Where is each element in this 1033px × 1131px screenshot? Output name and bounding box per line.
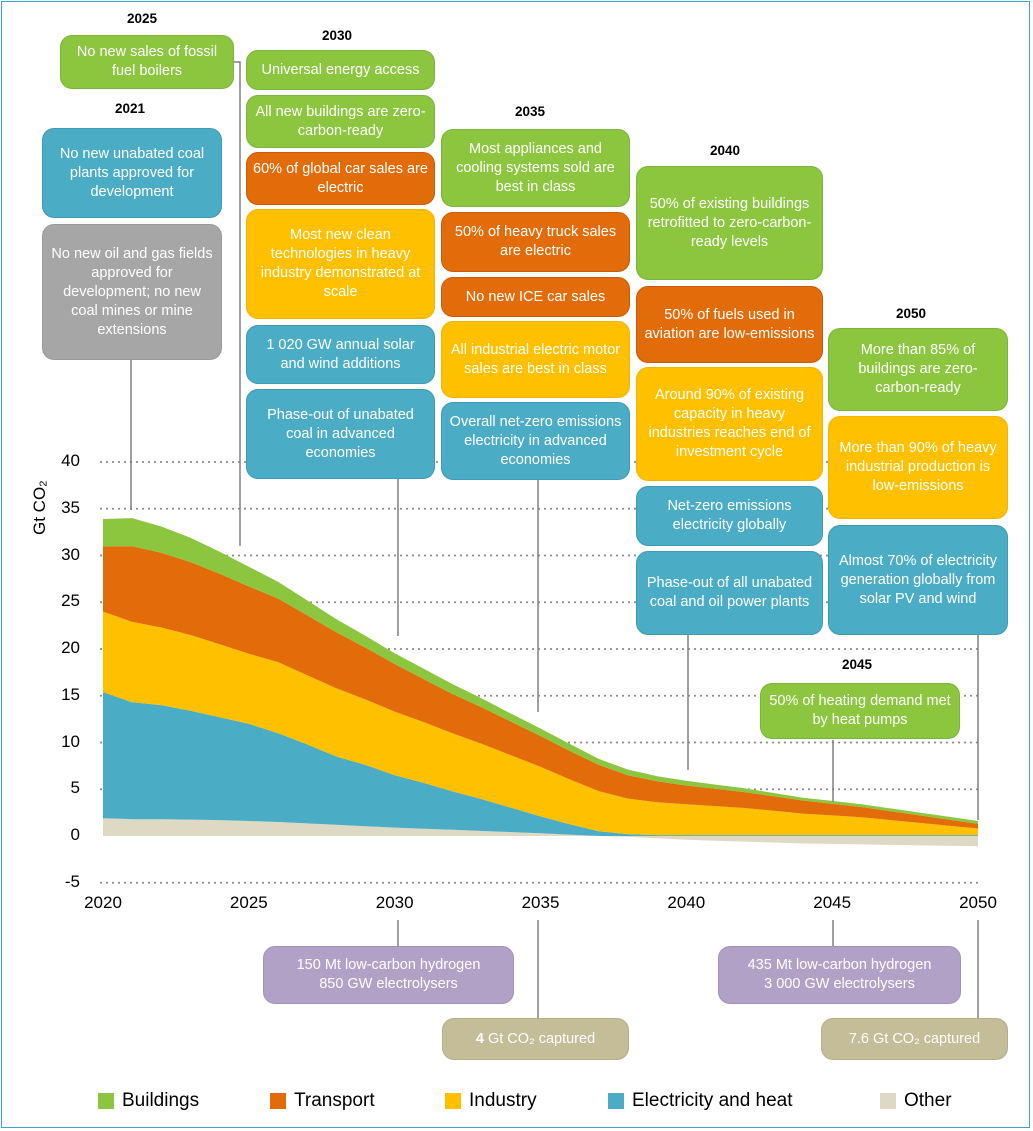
milestone-netzero-electricity-advanced: Overall net-zero emissions electricity i…: [441, 402, 630, 480]
hydrogen-2045: 435 Mt low-carbon hydrogen 3 000 GW elec…: [718, 946, 961, 1004]
co2-captured-2035-value: 4: [475, 1030, 484, 1047]
y-tick-label: 5: [70, 778, 80, 798]
milestone-efficient-appliances: Most appliances and cooling systems sold…: [441, 129, 630, 207]
milestone-efficient-motors: All industrial electric motor sales are …: [441, 321, 630, 398]
legend-label-electricity: Electricity and heat: [632, 1090, 793, 1111]
co2-captured-2035: 4 Gt CO₂ captured: [442, 1018, 629, 1060]
milestone-electric-trucks: 50% of heavy truck sales are electric: [441, 212, 630, 272]
milestone-industry-2050: More than 90% of heavy industrial produc…: [828, 416, 1008, 519]
legend-label-buildings: Buildings: [122, 1090, 200, 1111]
legend-buildings: Buildings: [98, 1090, 199, 1112]
legend-label-other: Other: [904, 1090, 952, 1111]
year-label-2045: 2045: [842, 657, 873, 672]
milestone-no-new-oil-gas: No new oil and gas fields approved for d…: [42, 224, 222, 360]
year-label-2040: 2040: [710, 143, 741, 158]
milestone-buildings-retrofit: 50% of existing buildings retrofitted to…: [636, 166, 823, 280]
legend-other: Other: [880, 1090, 952, 1112]
year-label-2050: 2050: [896, 306, 927, 321]
year-label-2030: 2030: [322, 28, 353, 43]
milestone-coal-oil-phase-out: Phase-out of all unabated coal and oil p…: [636, 551, 823, 635]
legend-swatch-buildings: [98, 1093, 114, 1109]
leader-lines: [130, 61, 979, 1018]
year-label-2021: 2021: [115, 101, 146, 116]
milestone-aviation-fuels: 50% of fuels used in aviation are low-em…: [636, 286, 823, 363]
milestone-zero-carbon-buildings: All new buildings are zero-carbon-ready: [246, 95, 435, 148]
milestone-solar-wind-2050: Almost 70% of electricity generation glo…: [828, 525, 1008, 635]
year-label-2035: 2035: [515, 104, 546, 119]
milestone-heat-pumps: 50% of heating demand met by heat pumps: [760, 683, 960, 739]
hydrogen-2030: 150 Mt low-carbon hydrogen 850 GW electr…: [263, 946, 514, 1004]
milestone-solar-wind-additions: 1 020 GW annual solar and wind additions: [246, 325, 435, 384]
legend-swatch-transport: [270, 1093, 286, 1109]
y-tick-label: 35: [61, 497, 80, 517]
area-buildings: [103, 518, 978, 824]
x-tick-label: 2030: [375, 893, 414, 912]
milestone-electric-car-sales: 60% of global car sales are electric: [246, 152, 435, 205]
leader-line: [234, 61, 241, 546]
y-tick-label: 15: [61, 684, 80, 704]
x-tick-label: 2040: [667, 893, 706, 912]
y-tick-label: 20: [61, 638, 80, 657]
legend-label-industry: Industry: [469, 1090, 537, 1111]
x-tick-label: 2035: [521, 893, 560, 912]
y-tick-label: 40: [61, 451, 80, 470]
area-other: [103, 818, 978, 847]
milestone-buildings-2050: More than 85% of buildings are zero-carb…: [828, 328, 1008, 411]
area-electricity-and-heat: [103, 692, 978, 836]
legend-industry: Industry: [445, 1090, 537, 1112]
y-tick-label: 10: [61, 731, 80, 751]
x-tick-label: 2020: [84, 893, 122, 912]
legend-transport: Transport: [270, 1090, 375, 1112]
y-tick-label: 30: [61, 544, 80, 564]
y-tick-label: -5: [64, 871, 80, 891]
x-tick-label: 2050: [959, 893, 997, 912]
stacked-areas: [103, 518, 978, 847]
milestone-no-new-coal-plants: No new unabated coal plants approved for…: [42, 128, 222, 218]
milestone-clean-tech-industry: Most new clean technologies in heavy ind…: [246, 209, 435, 319]
x-tick-label: 2025: [229, 893, 268, 912]
legend-label-transport: Transport: [294, 1090, 375, 1111]
legend-swatch-industry: [445, 1093, 461, 1109]
milestone-netzero-electricity-global: Net-zero emissions electricity globally: [636, 486, 823, 546]
year-label-2025: 2025: [127, 11, 158, 26]
milestone-universal-access: Universal energy access: [246, 50, 435, 90]
co2-captured-2035-unit: Gt CO₂ captured: [483, 1030, 596, 1047]
milestone-heavy-industry-capacity: Around 90% of existing capacity in heavy…: [636, 367, 823, 481]
y-tick-label: 25: [61, 591, 80, 611]
y-tick-label: 0: [70, 825, 80, 844]
x-tick-label: 2045: [813, 893, 852, 912]
area-industry: [103, 611, 978, 836]
legend-swatch-electricity: [608, 1093, 624, 1109]
legend-swatch-other: [880, 1093, 896, 1109]
legend-electricity: Electricity and heat: [608, 1090, 793, 1112]
milestone-coal-phase-out-advanced: Phase-out of unabated coal in advanced e…: [246, 389, 435, 479]
area-transport: [103, 546, 978, 829]
milestone-no-ice-cars: No new ICE car sales: [441, 277, 630, 317]
milestone-no-fossil-boilers: No new sales of fossil fuel boilers: [60, 35, 234, 89]
co2-captured-2050: 7.6 Gt CO₂ captured: [821, 1018, 1008, 1060]
